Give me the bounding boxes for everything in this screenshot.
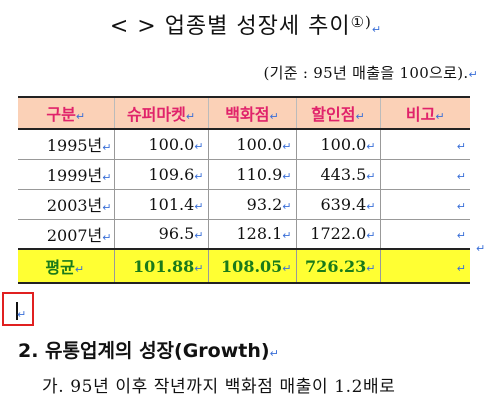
title-text: < > 업종별 성장세 추이 [109,14,351,39]
paragraph-return-icon: ↵ [468,68,478,81]
cell-value: 100.0↵ [207,129,296,160]
cell-value: 93.2↵ [207,189,296,220]
table-row: 1995년↵ 100.0↵ 100.0↵ 100.0↵ ↵ [18,129,470,160]
cell-year: 2003년↵ [18,189,114,220]
body-text-line: 가. 95년 이후 작년까지 백화점 매출이 1.2배로 [42,377,396,397]
average-row: 평균↵ 101.88↵ 108.05↵ 726.23↵ ↵ [18,248,470,284]
base-note: (기준 : 95년 매출을 100으로).↵ [263,64,478,82]
cell-year: 1999년↵ [18,159,114,190]
cell-remark: ↵ [379,189,470,220]
cell-value: 110.9↵ [207,159,296,190]
cell-value: 101.4↵ [113,189,208,220]
cell-value: 109.6↵ [113,159,208,190]
header-supermarket: 슈퍼마켓↵ [113,96,208,130]
header-department-store: 백화점↵ [207,96,296,130]
text-cursor [16,302,18,320]
paragraph-return-icon: ↵ [476,242,486,255]
growth-table: 구분↵ 슈퍼마켓↵ 백화점↵ 할인점↵ 비고↵ 1995년↵ 100.0↵ 10… [18,96,470,284]
header-category: 구분↵ [18,96,114,130]
paragraph-return-icon: ↵ [269,347,279,360]
cell-remark: ↵ [379,159,470,190]
cell-value: 639.4↵ [295,189,380,220]
cell-value: 1722.0↵ [295,219,380,250]
paragraph-return-icon: ↵ [17,308,27,321]
table-row: 2003년↵ 101.4↵ 93.2↵ 639.4↵ ↵ [18,189,470,220]
cell-average-remark: ↵ [379,248,470,284]
cell-value: 443.5↵ [295,159,380,190]
cell-year: 1995년↵ [18,129,114,160]
table-row: 1999년↵ 109.6↵ 110.9↵ 443.5↵ ↵ [18,159,470,190]
table-header-row: 구분↵ 슈퍼마켓↵ 백화점↵ 할인점↵ 비고↵ [18,96,470,130]
document-title: < > 업종별 성장세 추이①)↵ [0,8,492,40]
text-cursor-highlight[interactable]: ↵ [2,292,34,326]
footnote-mark: ①) [350,13,372,31]
cell-value: 128.1↵ [207,219,296,250]
header-discount-store: 할인점↵ [295,96,380,130]
cell-average-value: 726.23↵ [295,248,380,284]
paragraph-return-icon: ↵ [371,23,383,36]
cell-value: 100.0↵ [295,129,380,160]
header-remarks: 비고↵ [379,96,470,130]
cell-average-value: 101.88↵ [113,248,208,284]
cell-value: 100.0↵ [113,129,208,160]
cell-value: 96.5↵ [113,219,208,250]
cell-remark: ↵ [379,219,470,250]
cell-average-label: 평균↵ [18,248,114,284]
cell-average-value: 108.05↵ [207,248,296,284]
section-heading: 2. 유통업계의 성장(Growth)↵ [18,340,279,362]
table-row: 2007년↵ 96.5↵ 128.1↵ 1722.0↵ ↵ [18,219,470,250]
cell-remark: ↵ [379,129,470,160]
cell-year: 2007년↵ [18,219,114,250]
